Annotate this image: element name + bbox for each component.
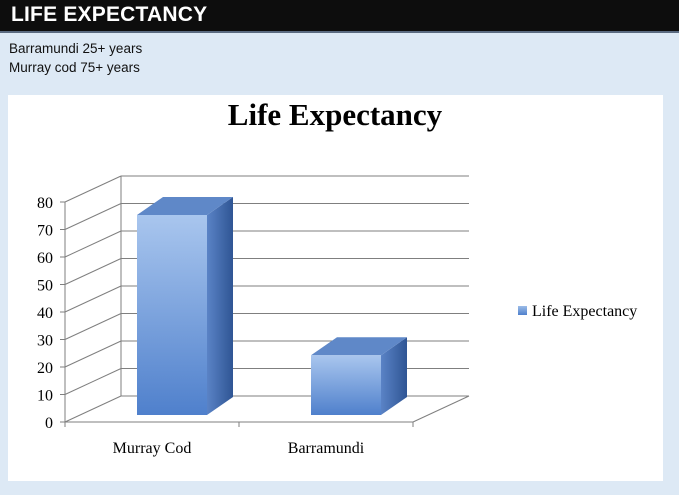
bar-side — [381, 337, 407, 415]
legend-label: Life Expectancy — [532, 303, 637, 320]
y-tick-label: 50 — [37, 278, 53, 295]
gridline-diagonal — [64, 258, 122, 285]
header-title: LIFE EXPECTANCY — [11, 3, 208, 26]
gridline-diagonal — [64, 175, 122, 203]
gridline-diagonal — [64, 313, 122, 340]
y-tick-label: 80 — [37, 195, 53, 212]
notes-block: Barramundi 25+ years Murray cod 75+ year… — [9, 39, 142, 77]
chart-panel: Life Expectancy 0 10 20 30 40 50 60 70 80 Murray … — [8, 95, 663, 481]
note-murray-cod: Murray cod 75+ years — [9, 60, 140, 75]
y-tick-label: 20 — [37, 360, 53, 377]
y-tick-label: 30 — [37, 333, 53, 350]
x-tick-label: Barramundi — [288, 440, 365, 457]
bar-front — [311, 355, 381, 415]
bar-front — [137, 215, 207, 415]
bar-top — [137, 197, 233, 215]
gridline-diagonal — [64, 230, 122, 258]
y-tick-label: 70 — [37, 223, 53, 240]
floor-right-edge — [412, 395, 470, 423]
x-tick-label: Murray Cod — [113, 440, 192, 457]
note-barramundi: Barramundi 25+ years — [9, 41, 143, 56]
life-expectancy-chart: Life Expectancy 0 10 20 30 40 50 60 70 80 Murray … — [37, 97, 637, 457]
y-tick-label: 10 — [37, 388, 53, 405]
gridline-diagonal — [64, 203, 122, 230]
y-tick-label: 40 — [37, 305, 53, 322]
y-tick-label: 0 — [45, 415, 53, 432]
gridline-diagonal — [64, 395, 122, 423]
gridline-diagonal — [64, 285, 122, 313]
y-tick-label: 60 — [37, 250, 53, 267]
header-divider — [0, 31, 679, 33]
gridline-diagonal — [64, 340, 122, 368]
legend-swatch — [518, 306, 527, 315]
gridline-diagonal — [64, 368, 122, 395]
header-bar: LIFE EXPECTANCY — [0, 0, 679, 31]
bar-top — [311, 337, 407, 356]
bar-side — [207, 197, 233, 415]
bar — [311, 337, 407, 415]
bar — [137, 197, 233, 415]
legend: Life Expectancy — [518, 303, 637, 320]
chart-title: Life Expectancy — [228, 97, 443, 132]
